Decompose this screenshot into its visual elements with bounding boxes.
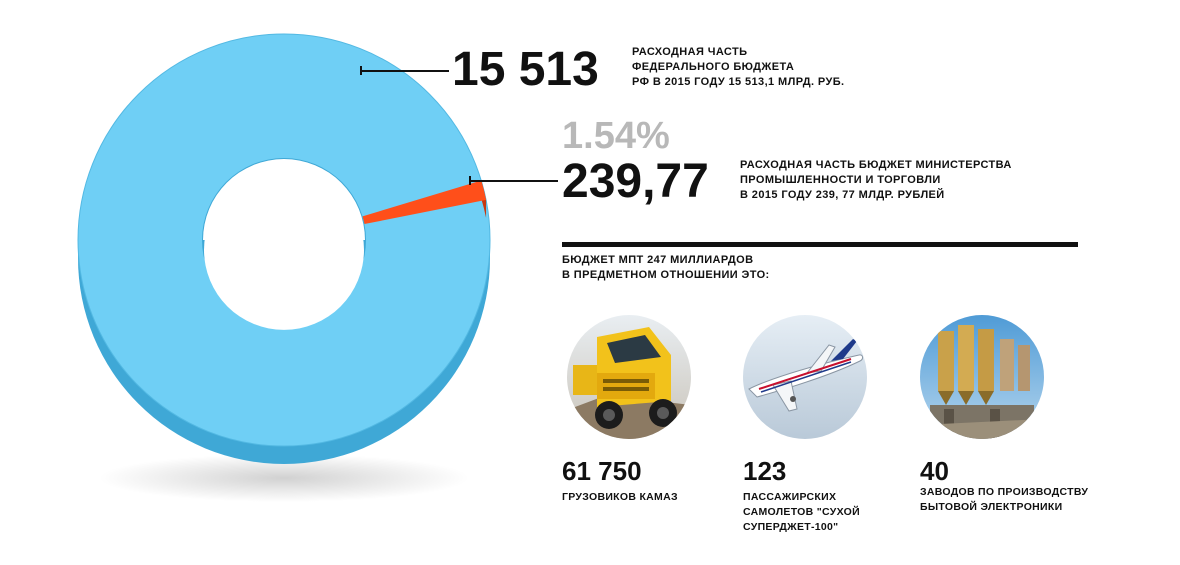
ministry-callout-line	[470, 180, 558, 182]
trucks-label-line: ГРУЗОВИКОВ КАМАЗ	[562, 491, 678, 503]
planes-label-line: СУПЕРДЖЕТ-100"	[743, 521, 839, 533]
donut-hole-top	[203, 159, 365, 240]
factories-label: ЗАВОДОВ ПО ПРОИЗВОДСТВУ БЫТОВОЙ ЭЛЕКТРОН…	[920, 485, 1088, 515]
factories-label-line: ЗАВОДОВ ПО ПРОИЗВОДСТВУ	[920, 486, 1089, 498]
planes-label-line: ПАССАЖИРСКИХ	[743, 491, 837, 503]
kamaz-truck-icon	[567, 315, 691, 439]
comparison-heading: БЮДЖЕТ МПТ 247 МИЛЛИАРДОВ В ПРЕДМЕТНОМ О…	[562, 253, 770, 283]
total-description-line: РАСХОДНАЯ ЧАСТЬ	[632, 46, 748, 58]
factory-icon	[920, 315, 1044, 439]
ministry-number: 239,77	[562, 155, 709, 208]
factories-number: 40	[920, 456, 949, 486]
ministry-description-line: ПРОМЫШЛЕННОСТИ И ТОРГОВЛИ	[740, 174, 941, 186]
donut-slice	[362, 180, 487, 225]
ministry-description-line: В 2015 ГОДУ 239, 77 МЛДР. РУБЛЕЙ	[740, 189, 945, 201]
planes-label: ПАССАЖИРСКИХ САМОЛЕТОВ "СУХОЙ СУПЕРДЖЕТ-…	[743, 490, 860, 535]
ministry-percent: 1.54%	[562, 115, 670, 157]
planes-number: 123	[743, 456, 787, 486]
sukhoi-superjet-photo	[743, 315, 867, 439]
kamaz-truck-photo	[567, 315, 691, 439]
total-callout-line	[361, 70, 449, 72]
plane-icon	[743, 315, 867, 439]
ministry-description: РАСХОДНАЯ ЧАСТЬ БЮДЖЕТ МИНИСТЕРСТВА ПРОМ…	[740, 158, 1012, 203]
donut-shadow	[98, 454, 470, 502]
donut-chart	[0, 0, 560, 560]
trucks-number: 61 750	[562, 456, 642, 486]
factories-label-line: БЫТОВОЙ ЭЛЕКТРОНИКИ	[920, 501, 1063, 513]
total-description: РАСХОДНАЯ ЧАСТЬ ФЕДЕРАЛЬНОГО БЮДЖЕТА РФ …	[632, 45, 844, 90]
total-number: 15 513	[452, 43, 599, 96]
planes-label-line: САМОЛЕТОВ "СУХОЙ	[743, 506, 860, 518]
donut-chart-svg	[77, 33, 491, 502]
total-description-line: ФЕДЕРАЛЬНОГО БЮДЖЕТА	[632, 61, 795, 73]
total-description-line: РФ В 2015 ГОДУ 15 513,1 МЛРД. РУБ.	[632, 76, 845, 88]
comparison-heading-line: В ПРЕДМЕТНОМ ОТНОШЕНИИ ЭТО:	[562, 269, 770, 281]
comparison-heading-line: БЮДЖЕТ МПТ 247 МИЛЛИАРДОВ	[562, 254, 754, 266]
trucks-label: ГРУЗОВИКОВ КАМАЗ	[562, 490, 678, 505]
ministry-description-line: РАСХОДНАЯ ЧАСТЬ БЮДЖЕТ МИНИСТЕРСТВА	[740, 159, 1012, 171]
electronics-factory-photo	[920, 315, 1044, 439]
section-divider	[562, 242, 1078, 247]
